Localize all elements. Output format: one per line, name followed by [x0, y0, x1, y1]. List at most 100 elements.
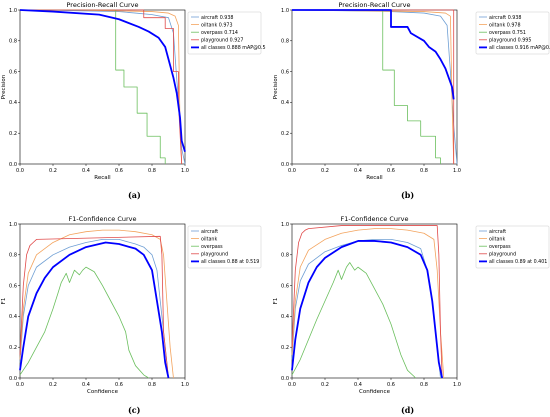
x-axis-label: Recall [366, 175, 383, 181]
legend-label: all classes 0.89 at 0.401 [489, 259, 547, 265]
y-tick-label: 1.0 [9, 8, 17, 14]
series-line-playground [292, 9, 455, 164]
series-line-aircraft [19, 238, 169, 379]
chart-title: F1-Confidence Curve [340, 215, 408, 223]
chart-panel-2: F1-Confidence Curve 0.0 0.2 0.4 0.6 0.8 1.0 0.0… [1, 215, 262, 395]
y-axis-label: F1 [273, 298, 279, 305]
series-line-all [19, 241, 170, 379]
y-tick-label: 1.0 [281, 8, 289, 14]
chart-panel-1: Precision-Recall Curve 0.0 0.2 0.4 0.6 0.8 1.0… [273, 1, 550, 181]
caption-c: (c) [128, 405, 141, 415]
x-tick-label: 0.4 [354, 382, 362, 388]
legend-label: oiltank [201, 236, 217, 242]
legend-label: overpass [489, 244, 511, 250]
series-line-playground [20, 9, 183, 165]
legend-label: overpass [201, 244, 223, 250]
legend-label: aircraft [489, 229, 506, 235]
legend-label: all classes 0.88 at 0.519 [201, 259, 259, 265]
legend-label: overpass 0.714 [201, 30, 238, 36]
chart-title: F1-Confidence Curve [68, 215, 136, 223]
legend-label: overpass 0.751 [489, 30, 526, 36]
x-tick-label: 0.0 [288, 382, 296, 388]
legend-label: all classes 0.916 mAP@0.5 [489, 45, 550, 51]
legend-label: playground [489, 252, 516, 258]
y-tick-label: 0.2 [9, 131, 17, 137]
legend-box [475, 225, 550, 269]
y-tick-label: 0.2 [9, 345, 17, 351]
legend-label: aircraft 0.938 [489, 15, 521, 21]
y-tick-label: 0.4 [9, 314, 17, 320]
plot-frame [19, 223, 186, 379]
x-tick-label: 1.0 [181, 382, 189, 388]
x-tick-label: 0.4 [354, 168, 362, 174]
series-line-aircraft [291, 9, 458, 165]
series-line-all [19, 9, 186, 152]
y-tick-label: 1.0 [9, 222, 17, 228]
y-tick-label: 0.6 [9, 69, 17, 75]
x-tick-label: 0.4 [82, 382, 90, 388]
legend-label: aircraft 0.938 [201, 15, 233, 21]
y-tick-label: 0.0 [281, 162, 289, 168]
x-tick-label: 0.8 [148, 382, 156, 388]
series-line-oiltank [19, 229, 174, 379]
chart-panel-3: F1-Confidence Curve 0.0 0.2 0.4 0.6 0.8 1.0 0.0… [273, 215, 550, 395]
plot-frame [291, 9, 458, 165]
y-tick-label: 0.4 [281, 100, 289, 106]
y-tick-label: 1.0 [281, 222, 289, 228]
x-tick-label: 0.4 [82, 168, 90, 174]
series-line-all [291, 240, 444, 379]
x-tick-label: 0.8 [420, 382, 428, 388]
legend-label: oiltank [489, 236, 505, 242]
y-tick-label: 0.6 [9, 283, 17, 289]
series-line-playground [19, 235, 169, 379]
y-tick-label: 0.4 [9, 100, 17, 106]
legend-label: aircraft [201, 229, 218, 235]
x-tick-label: 0.2 [49, 168, 57, 174]
x-axis-label: Recall [94, 175, 111, 181]
series-line-overpass [19, 266, 149, 379]
y-axis-label: Precision [273, 74, 279, 99]
x-tick-label: 0.0 [288, 168, 296, 174]
series-line-overpass [20, 9, 166, 164]
legend-label: oiltank 0.978 [489, 22, 521, 28]
x-tick-label: 0.6 [115, 382, 123, 388]
series-line-overpass [291, 262, 417, 379]
legend-label: oiltank 0.973 [201, 22, 233, 28]
x-tick-label: 0.2 [321, 382, 329, 388]
legend-label: playground 0.995 [489, 38, 531, 44]
chart-title: Precision-Recall Curve [67, 1, 139, 9]
x-tick-label: 0.6 [387, 168, 395, 174]
legend-box [187, 11, 262, 55]
series-line-playground [291, 225, 443, 379]
series-line-aircraft [291, 238, 441, 379]
x-tick-label: 0.8 [420, 168, 428, 174]
caption-d: (d) [401, 405, 415, 415]
x-axis-label: Confidence [359, 389, 391, 395]
caption-a: (a) [128, 190, 141, 200]
y-tick-label: 0.6 [281, 283, 289, 289]
x-tick-label: 0.6 [115, 168, 123, 174]
y-tick-label: 0.2 [281, 131, 289, 137]
legend-box [475, 11, 550, 55]
x-tick-label: 0.0 [16, 168, 24, 174]
chart-title: Precision-Recall Curve [339, 1, 411, 9]
y-tick-label: 0.4 [281, 314, 289, 320]
legend-label: playground [201, 252, 228, 258]
y-tick-label: 0.8 [281, 39, 289, 45]
y-tick-label: 0.0 [281, 376, 289, 382]
x-axis-label: Confidence [87, 389, 119, 395]
series-line-oiltank [20, 9, 183, 165]
x-tick-label: 0.8 [148, 168, 156, 174]
y-tick-label: 0.0 [9, 376, 17, 382]
legend-label: playground 0.927 [201, 38, 243, 44]
x-tick-label: 0.0 [16, 382, 24, 388]
series-line-oiltank [291, 9, 455, 165]
series-line-overpass [292, 9, 441, 164]
x-tick-label: 1.0 [181, 168, 189, 174]
y-tick-label: 0.2 [281, 345, 289, 351]
